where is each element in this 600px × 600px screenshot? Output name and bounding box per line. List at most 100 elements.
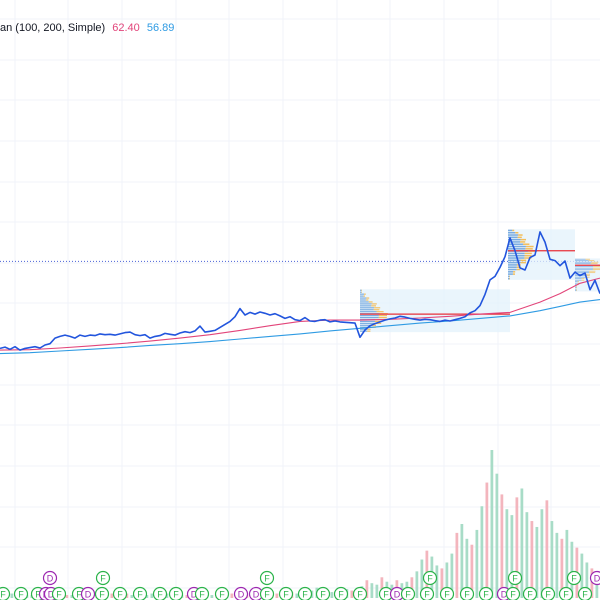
event-marker-label: D xyxy=(501,590,508,600)
volume-bar xyxy=(510,515,514,598)
profile-bar-down xyxy=(581,278,585,280)
profile-bar-up xyxy=(360,291,362,293)
event-marker-earnings: F xyxy=(439,586,455,600)
profile-bar-down xyxy=(367,330,371,332)
event-marker-label: F xyxy=(510,590,516,600)
profile-bar-up xyxy=(508,236,518,239)
event-marker-label: F xyxy=(427,574,433,584)
profile-bar-up xyxy=(360,297,367,299)
profile-bar-up xyxy=(360,299,366,301)
event-marker-earnings: F xyxy=(459,586,475,600)
event-marker-label: D xyxy=(47,574,54,584)
event-marker-label: F xyxy=(302,590,308,600)
profile-bar-down xyxy=(525,245,534,248)
event-marker-circle xyxy=(194,586,210,600)
profile-bar-up xyxy=(360,295,364,297)
volume-bar xyxy=(470,544,474,598)
volume-bar xyxy=(585,562,589,598)
event-marker-label: F xyxy=(405,590,411,600)
event-markers: DFFFFFDFFFDDFFDFFFFFDFFDDFFFFFFFDFFFFFDF… xyxy=(0,570,600,600)
volume-bar xyxy=(580,553,584,598)
event-marker-circle xyxy=(577,586,593,600)
profile-bar-down xyxy=(365,299,369,301)
profile-bar-up xyxy=(508,234,519,236)
chart-series xyxy=(0,231,600,355)
event-marker-label: F xyxy=(483,590,489,600)
volume-bar xyxy=(440,568,444,598)
profile-bar-up xyxy=(575,287,577,289)
profile-bar-up xyxy=(575,278,582,280)
volume-bar xyxy=(525,512,529,598)
profile-bar-up xyxy=(360,307,375,309)
volume-profiles xyxy=(360,229,600,333)
event-marker-circle xyxy=(132,586,148,600)
profile-bar-down xyxy=(371,303,377,305)
profile-bar-up xyxy=(575,270,590,272)
event-marker-circle xyxy=(278,586,294,600)
event-marker-earnings: F xyxy=(422,570,438,586)
event-marker-circle xyxy=(259,586,275,600)
profile-bar-up xyxy=(575,269,593,271)
volume-bar xyxy=(550,521,554,598)
profile-bar-down xyxy=(512,273,515,275)
event-marker-label: F xyxy=(283,590,289,600)
volume-bar xyxy=(435,565,439,598)
profile-bar-up xyxy=(575,290,577,292)
event-marker-circle xyxy=(352,586,368,600)
volume-bar xyxy=(410,577,414,598)
legend-value-slow: 56.89 xyxy=(146,22,175,34)
volume-bar xyxy=(130,595,134,598)
volume-bar xyxy=(445,562,449,598)
event-marker-circle xyxy=(214,586,230,600)
event-marker-circle xyxy=(333,586,349,600)
profile-bar-up xyxy=(508,261,521,264)
event-marker-earnings: F xyxy=(112,586,128,600)
event-marker-circle xyxy=(94,586,110,600)
event-marker-label: F xyxy=(56,590,62,600)
event-marker-label: F xyxy=(117,590,123,600)
profile-bar-up xyxy=(575,276,586,278)
event-marker-circle xyxy=(558,586,574,600)
volume-bar xyxy=(495,473,499,598)
event-marker-circle xyxy=(51,586,67,600)
profile-bar-up xyxy=(575,279,582,281)
profile-bar-down xyxy=(576,287,577,289)
volume-bar xyxy=(540,509,544,598)
volume-bar xyxy=(530,521,534,598)
volume-bar xyxy=(515,497,519,598)
volume-bars xyxy=(0,450,599,598)
event-marker-label: F xyxy=(99,590,105,600)
profile-bar-up xyxy=(575,267,594,269)
event-marker-earnings: F xyxy=(168,586,184,600)
volume-bar xyxy=(520,488,524,598)
profile-bar-up xyxy=(508,245,526,248)
event-marker-earnings: F xyxy=(566,570,582,586)
profile-bar-down xyxy=(367,328,371,330)
profile-bar-down xyxy=(520,259,527,262)
event-marker-circle xyxy=(233,586,249,600)
volume-profile-box xyxy=(360,289,510,333)
profile-bar-up xyxy=(575,261,592,263)
event-marker-dividend: D xyxy=(589,570,600,586)
profile-bar-down xyxy=(366,297,370,299)
event-marker-label: F xyxy=(424,590,430,600)
event-marker-label: F xyxy=(18,590,24,600)
profile-bar-up xyxy=(508,259,521,262)
event-marker-earnings: F xyxy=(51,586,67,600)
profile-bar-up xyxy=(575,281,578,283)
profile-bar-up xyxy=(508,243,523,245)
profile-bar-down xyxy=(374,320,382,323)
event-marker-label: F xyxy=(357,590,363,600)
profile-bar-up xyxy=(360,309,374,311)
event-marker-earnings: F xyxy=(278,586,294,600)
indicator-legend: an (100, 200, Simple) 62.40 56.89 xyxy=(0,22,178,34)
volume-bar xyxy=(10,593,14,598)
profile-bar-down xyxy=(520,261,526,264)
profile-bar-up xyxy=(508,268,517,271)
profile-bar-up xyxy=(508,266,517,268)
profile-bar-down xyxy=(374,307,381,309)
event-marker-label: D xyxy=(253,590,260,600)
profile-bar-down xyxy=(509,275,510,278)
event-marker-label: F xyxy=(444,590,450,600)
